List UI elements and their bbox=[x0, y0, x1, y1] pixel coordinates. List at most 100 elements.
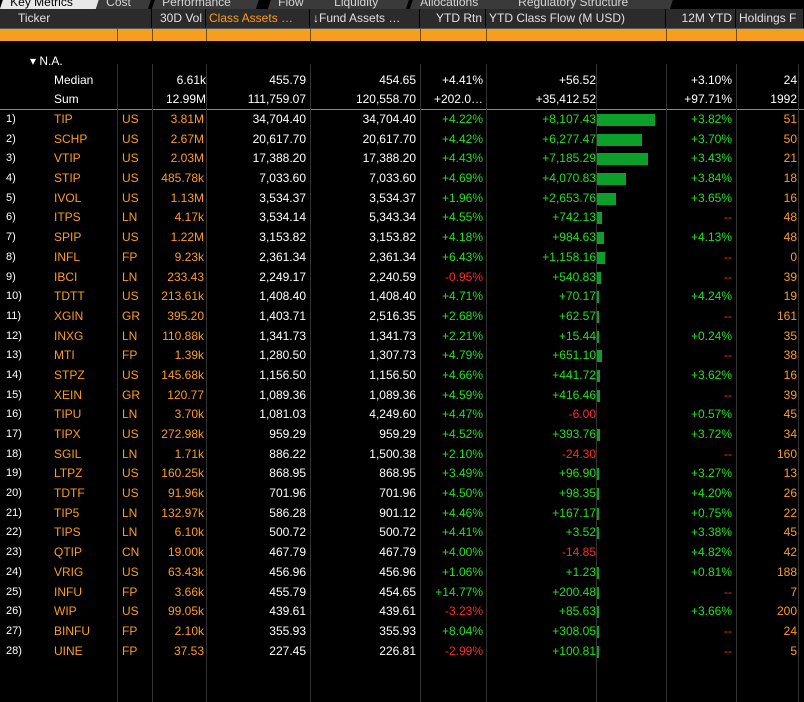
table-row[interactable]: 4) STIP US 485.78k 7,033.60 7,033.60 +4.69% +4,… bbox=[0, 169, 804, 189]
ticker-cell[interactable]: WIP bbox=[54, 604, 77, 619]
ticker-cell[interactable]: TIPS bbox=[54, 525, 81, 540]
ticker-cell[interactable]: MTI bbox=[54, 348, 75, 363]
table-row[interactable]: 28) UINE FP 37.53 227.45 226.81 -2.99% +100.81 -… bbox=[0, 642, 804, 662]
ticker-cell[interactable]: TIPX bbox=[54, 427, 81, 441]
ticker-cell[interactable]: TIP5 bbox=[54, 505, 80, 520]
table-row[interactable]: 24) VRIG US 63.43k 456.96 456.96 +1.06% +1.23 +0… bbox=[0, 563, 804, 583]
header-ytd-class-flow[interactable]: YTD Class Flow (M USD) bbox=[486, 9, 666, 28]
vol-cell: 2.10k bbox=[174, 623, 204, 638]
header-12m-ytd[interactable]: 12M YTD bbox=[666, 9, 736, 28]
ticker-cell[interactable]: INFL bbox=[54, 249, 81, 264]
table-row[interactable]: 25) INFU FP 3.66k 455.79 454.65 +14.77% +200.48… bbox=[0, 583, 804, 603]
holdings-cell: 26 bbox=[783, 486, 797, 501]
tab-allocations[interactable]: Allocations bbox=[409, 0, 516, 9]
tab-key-metrics[interactable]: Key Metrics bbox=[0, 0, 102, 9]
ytd-rtn-cell: +4.43% bbox=[441, 151, 483, 166]
table-row[interactable]: 10) TDTT US 213.61k 1,408.40 1,408.40 +4.71% +7… bbox=[0, 287, 804, 307]
header-30d-vol[interactable]: 30D Vol bbox=[152, 9, 206, 28]
table-row[interactable]: 26) WIP US 99.05k 439.61 439.61 -3.23% +85.63 +3… bbox=[0, 602, 804, 622]
ticker-cell[interactable]: ITPS bbox=[54, 210, 81, 225]
ticker-cell[interactable]: TDTF bbox=[54, 486, 85, 501]
table-row[interactable]: 3) VTIP US 2.03M 17,388.20 17,388.20 +4.43% +7,… bbox=[0, 149, 804, 169]
table-row[interactable]: 8) INFL FP 9.23k 2,361.34 2,361.34 +6.43% +1,15… bbox=[0, 248, 804, 268]
group-row-na[interactable]: ▾ N.A. bbox=[0, 51, 804, 71]
table-row[interactable]: 15) XEIN GR 120.77 1,089.36 1,089.36 +4.59% +41… bbox=[0, 386, 804, 406]
table-row[interactable]: 18) SGIL LN 1.71k 886.22 1,500.38 +2.10% -24.30… bbox=[0, 445, 804, 465]
table-row[interactable]: 7) SPIP US 1.22M 3,153.82 3,153.82 +4.18% +984.… bbox=[0, 228, 804, 248]
table-row[interactable]: 22) TIPS LN 6.10k 500.72 500.72 +4.41% +3.52 +3.… bbox=[0, 523, 804, 543]
flow-cell: +62.57 bbox=[558, 308, 596, 323]
country-cell: US bbox=[122, 427, 139, 441]
ticker-cell[interactable]: TDTT bbox=[54, 289, 85, 304]
table-row[interactable]: 27) BINFU FP 2.10k 355.93 355.93 +8.04% +308.05… bbox=[0, 622, 804, 642]
vol-cell: 3.70k bbox=[174, 407, 204, 422]
ticker-cell[interactable]: XGIN bbox=[54, 308, 84, 323]
ticker-cell[interactable]: STPZ bbox=[54, 367, 85, 382]
ticker-cell[interactable]: TIPU bbox=[54, 407, 82, 422]
table-row[interactable]: 9) IBCI LN 233.43 2,249.17 2,240.59 -0.95% +540… bbox=[0, 268, 804, 288]
flow-cell: +441.72 bbox=[552, 367, 596, 382]
class-assets-cell: 2,361.34 bbox=[259, 249, 306, 264]
table-row[interactable]: 13) MTI FP 1.39k 1,280.50 1,307.73 +4.79% +651.… bbox=[0, 346, 804, 366]
ticker-cell[interactable]: INXG bbox=[54, 328, 84, 343]
ticker-cell[interactable]: XEIN bbox=[54, 387, 83, 402]
country-cell: FP bbox=[122, 643, 138, 658]
ticker-cell[interactable]: VRIG bbox=[54, 564, 84, 579]
table-row[interactable]: 19) LTPZ US 160.25k 868.95 868.95 +3.49% +96.90… bbox=[0, 464, 804, 484]
tab-cost[interactable]: Cost bbox=[95, 0, 154, 9]
row-index: 6) bbox=[6, 211, 16, 224]
ticker-cell[interactable]: VTIP bbox=[54, 151, 81, 166]
table-row[interactable]: 23) QTIP CN 19.00k 467.79 467.79 +4.00% -14.85 +… bbox=[0, 543, 804, 563]
ticker-cell[interactable]: IVOL bbox=[54, 190, 82, 205]
table-row[interactable]: 17) TIPX US 272.98k 959.29 959.29 +4.52% +393.7… bbox=[0, 425, 804, 445]
tab-performance[interactable]: Performance bbox=[151, 0, 262, 9]
table-row[interactable]: 11) XGIN GR 395.20 1,403.71 2,516.35 +2.68% +62… bbox=[0, 307, 804, 327]
holdings-cell: 21 bbox=[783, 151, 797, 166]
table-row[interactable]: 2) SCHP US 2.67M 20,617.70 20,617.70 +4.42% +6,… bbox=[0, 130, 804, 150]
header-ytd-rtn[interactable]: YTD Rtn bbox=[420, 9, 486, 28]
table-row[interactable]: 20) TDTF US 91.96k 701.96 701.96 +4.50% +98.35 +… bbox=[0, 484, 804, 504]
country-cell: US bbox=[122, 190, 139, 205]
table-row[interactable]: 12) INXG LN 110.88k 1,341.73 1,341.73 +2.21% +1… bbox=[0, 327, 804, 347]
flow-cell: -24.30 bbox=[561, 446, 596, 461]
ticker-cell[interactable]: IBCI bbox=[54, 269, 78, 284]
ticker-cell[interactable]: SCHP bbox=[54, 131, 88, 146]
ticker-cell[interactable]: STIP bbox=[54, 171, 81, 186]
table-row[interactable]: 16) TIPU LN 3.70k 1,081.03 4,249.60 +4.47% -6.0… bbox=[0, 405, 804, 425]
tab-regulatory-structure[interactable]: Regulatory Structure bbox=[507, 0, 676, 9]
table-row[interactable]: 21) TIP5 LN 132.97k 586.28 901.12 +4.46% +167.1… bbox=[0, 504, 804, 524]
ticker-cell[interactable]: LTPZ bbox=[54, 466, 83, 481]
table-row[interactable]: 1) TIP US 3.81M 34,704.40 34,704.40 +4.22% +8,1… bbox=[0, 110, 804, 130]
row-index: 13) bbox=[6, 349, 22, 362]
header-holdings[interactable]: Holdings F bbox=[736, 9, 804, 28]
fund-assets-cell: 959.29 bbox=[379, 427, 416, 441]
table-row[interactable]: 5) IVOL US 1.13M 3,534.37 3,534.37 +1.96% +2,65… bbox=[0, 189, 804, 209]
ytd-rtn-cell: +1.96% bbox=[441, 190, 483, 205]
row-index: 3) bbox=[6, 152, 16, 165]
class-assets-cell: 586.28 bbox=[269, 505, 306, 520]
summary-ytd-rtn: +202.0… bbox=[433, 92, 483, 106]
table-row[interactable]: 6) ITPS LN 4.17k 3,534.14 5,343.34 +4.55% +742.… bbox=[0, 208, 804, 228]
summary-class-assets: 111,759.07 bbox=[247, 92, 306, 106]
ticker-cell[interactable]: SPIP bbox=[54, 230, 82, 245]
ticker-cell[interactable]: UINE bbox=[54, 643, 83, 658]
ticker-cell[interactable]: BINFU bbox=[54, 623, 90, 638]
row-index: 16) bbox=[6, 408, 22, 421]
ticker-cell[interactable]: QTIP bbox=[54, 545, 83, 560]
country-cell: US bbox=[122, 564, 139, 579]
table-row[interactable]: 14) STPZ US 145.68k 1,156.50 1,156.50 +4.66% +4… bbox=[0, 366, 804, 386]
row-index: 12) bbox=[6, 329, 22, 342]
fund-assets-cell: 3,534.37 bbox=[369, 190, 416, 205]
tab-liquidity[interactable]: Liquidity bbox=[323, 0, 412, 9]
row-index: 21) bbox=[6, 506, 22, 519]
country-cell: LN bbox=[122, 525, 138, 540]
header-class-assets[interactable]: Class Assets … bbox=[206, 9, 310, 28]
header-ticker[interactable]: Ticker bbox=[0, 9, 152, 28]
ticker-cell[interactable]: TIP bbox=[54, 112, 73, 126]
ticker-cell[interactable]: INFU bbox=[54, 584, 82, 599]
filter-row[interactable] bbox=[0, 29, 804, 41]
header-fund-assets[interactable]: ↓Fund Assets … bbox=[310, 9, 420, 28]
class-assets-cell: 701.96 bbox=[269, 486, 306, 501]
vol-cell: 1.13M bbox=[170, 190, 204, 205]
ticker-cell[interactable]: SGIL bbox=[54, 446, 82, 461]
